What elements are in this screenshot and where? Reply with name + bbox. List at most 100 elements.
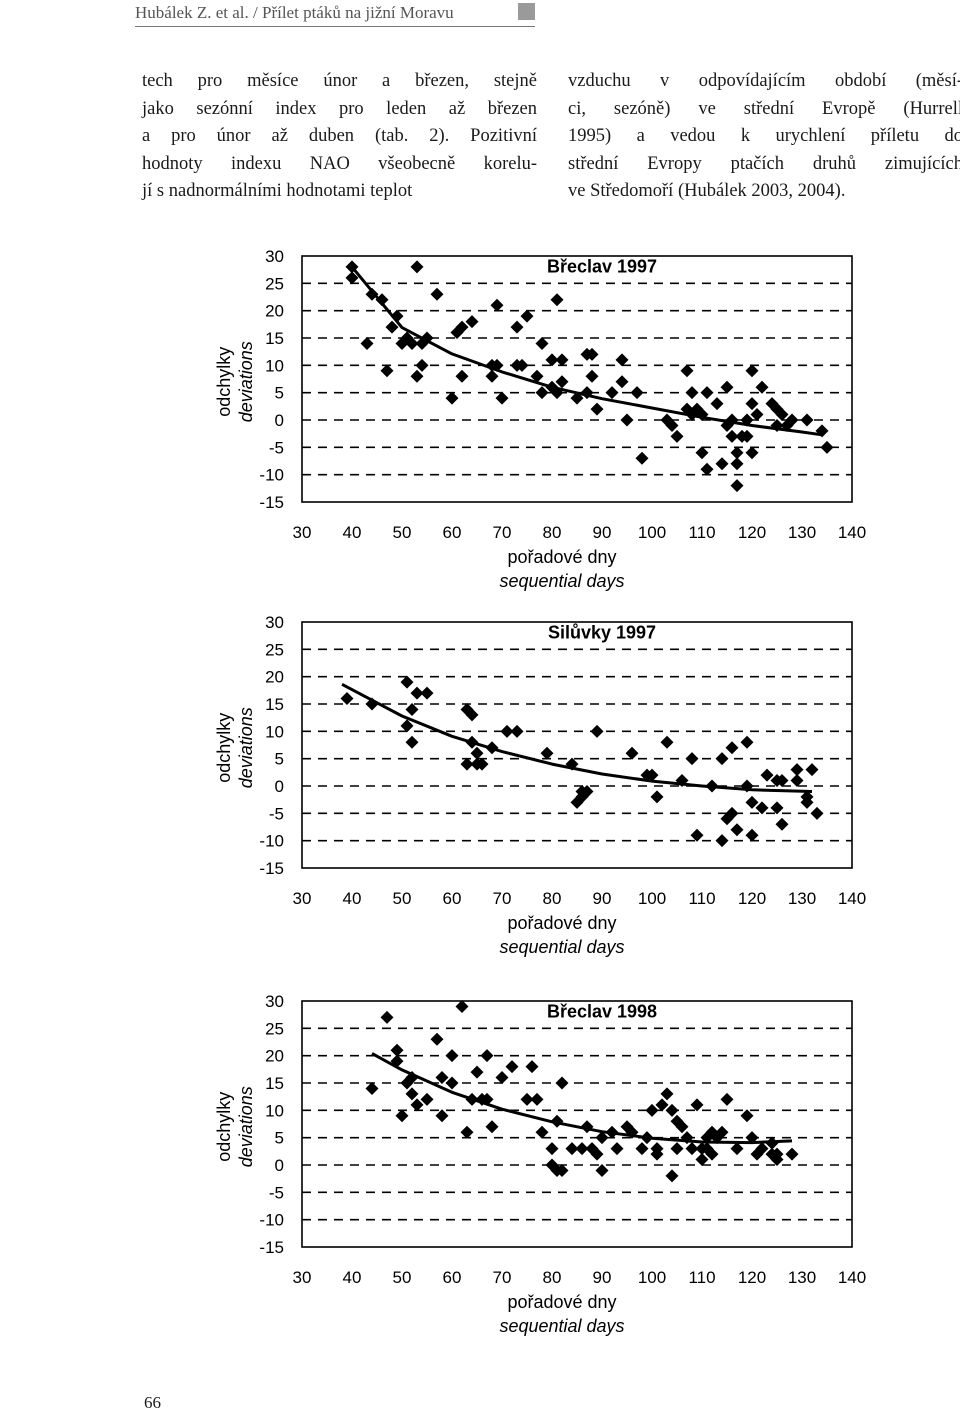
data-point: [500, 724, 514, 738]
data-point: [520, 309, 534, 323]
data-point: [365, 287, 379, 301]
data-point: [695, 408, 709, 422]
data-point: [435, 1109, 449, 1123]
data-point: [700, 462, 714, 476]
y-axis-title: odchylky: [214, 347, 234, 417]
y-tick-label: -10: [259, 466, 284, 485]
data-point: [745, 1131, 759, 1145]
text-line: tech pro měsíce únor a březen, stejně: [142, 71, 537, 91]
header-square-marker: [518, 3, 535, 20]
data-point: [410, 686, 424, 700]
data-point: [790, 774, 804, 788]
x-tick-label: 140: [838, 523, 866, 542]
y-tick-label: -5: [269, 804, 284, 823]
data-point: [805, 763, 819, 777]
y-tick-label: -15: [259, 859, 284, 878]
data-point: [760, 768, 774, 782]
data-point: [380, 1010, 394, 1024]
data-point: [605, 386, 619, 400]
data-point: [770, 801, 784, 815]
data-point: [675, 1120, 689, 1134]
y-tick-label: 5: [275, 750, 284, 769]
y-tick-label: 10: [265, 356, 284, 375]
data-point: [745, 364, 759, 378]
data-point: [570, 391, 584, 405]
x-tick-label: 130: [788, 889, 816, 908]
data-point: [480, 1049, 494, 1063]
data-point: [595, 1131, 609, 1145]
data-point: [740, 779, 754, 793]
data-point: [405, 1071, 419, 1085]
data-point: [490, 298, 504, 312]
data-point: [450, 326, 464, 340]
trend-line: [371, 1052, 793, 1145]
data-point: [665, 418, 679, 432]
x-axis-title: pořadové dny: [507, 547, 616, 567]
data-point: [490, 358, 504, 372]
data-point: [610, 1142, 624, 1156]
data-point: [485, 741, 499, 755]
data-point: [725, 806, 739, 820]
data-point: [395, 1109, 409, 1123]
data-point: [520, 1092, 534, 1106]
x-tick-label: 50: [393, 523, 412, 542]
y-tick-label: 20: [265, 1047, 284, 1066]
data-point: [455, 999, 469, 1013]
data-point: [590, 724, 604, 738]
data-point: [405, 702, 419, 716]
data-point: [685, 1142, 699, 1156]
data-point: [705, 1147, 719, 1161]
x-tick-label: 30: [293, 1268, 312, 1287]
data-point: [340, 692, 354, 706]
data-point: [535, 1125, 549, 1139]
data-point: [390, 309, 404, 323]
text-line: ci, sezóně) ve střední Evropě (Hurrell: [568, 98, 960, 119]
y-tick-label: 0: [275, 777, 284, 796]
data-point: [460, 1125, 474, 1139]
x-tick-label: 90: [593, 889, 612, 908]
data-point: [385, 320, 399, 334]
data-point: [545, 353, 559, 367]
data-point: [720, 1092, 734, 1106]
data-point: [430, 287, 444, 301]
data-point: [465, 708, 479, 722]
data-point: [750, 1147, 764, 1161]
y-tick-label: 30: [265, 247, 284, 266]
y-tick-label: -15: [259, 493, 284, 512]
data-point: [555, 1163, 569, 1177]
data-point: [515, 358, 529, 372]
y-tick-label: 0: [275, 1156, 284, 1175]
data-point: [390, 1054, 404, 1068]
text-line: jí s nadnormálními hodnotami teplot: [142, 181, 413, 201]
data-point: [535, 336, 549, 350]
x-tick-label: 50: [393, 1268, 412, 1287]
y-tick-label: 15: [265, 695, 284, 714]
data-point: [430, 1032, 444, 1046]
data-point: [745, 795, 759, 809]
data-point: [595, 1163, 609, 1177]
data-point: [670, 1142, 684, 1156]
x-tick-label: 70: [493, 523, 512, 542]
text-line: 1995) a vedou k urychlení příletu do: [568, 126, 960, 146]
text-line: hodnoty indexu NAO všeobecně korelu-: [142, 153, 537, 174]
data-point: [745, 446, 759, 460]
x-tick-label: 130: [788, 523, 816, 542]
data-point: [655, 1098, 669, 1112]
data-point: [680, 364, 694, 378]
y-tick-label: 25: [265, 274, 284, 293]
data-point: [685, 386, 699, 400]
x-tick-label: 140: [838, 1268, 866, 1287]
data-point: [775, 774, 789, 788]
data-point: [465, 315, 479, 329]
y-tick-label: 25: [265, 640, 284, 659]
text-column-right: vzduchu v odpovídajícím období (měsí-ci,…: [568, 68, 960, 206]
data-point: [625, 1125, 639, 1139]
y-tick-label: 15: [265, 329, 284, 348]
x-tick-label: 70: [493, 1268, 512, 1287]
x-tick-label: 140: [838, 889, 866, 908]
data-point: [585, 369, 599, 383]
y-tick-label: 30: [265, 992, 284, 1011]
y-tick-label: 15: [265, 1074, 284, 1093]
data-point: [740, 413, 754, 427]
